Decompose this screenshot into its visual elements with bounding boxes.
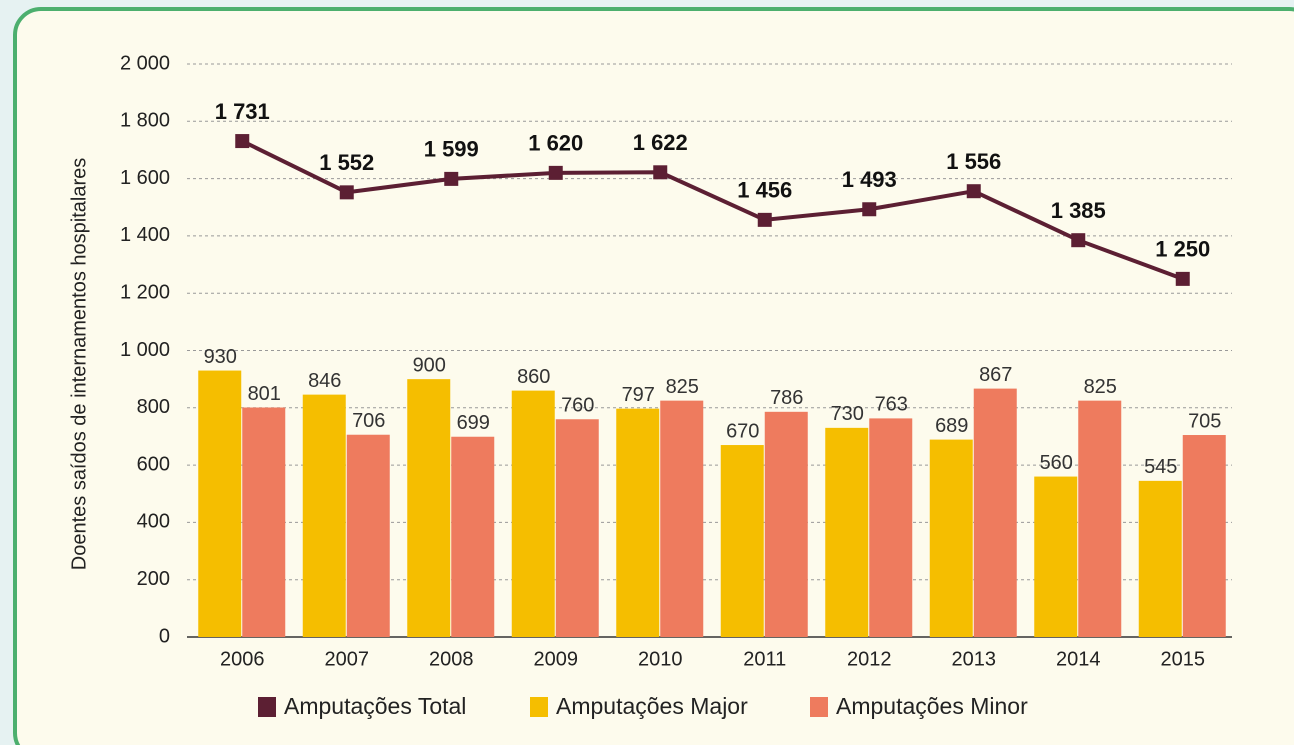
line-value-label: 1 599 [424, 137, 479, 162]
y-tick-label: 1 000 [120, 339, 170, 361]
bar [346, 434, 390, 637]
legend-label: Amputações Major [556, 693, 748, 719]
bar [1078, 400, 1122, 637]
line-value-label: 1 620 [528, 131, 583, 156]
y-tick-label: 600 [137, 453, 170, 475]
x-tick-label: 2007 [325, 648, 370, 670]
bar [720, 445, 764, 637]
legend-label: Amputações Minor [836, 693, 1028, 719]
line-marker [548, 165, 563, 180]
bar [973, 388, 1017, 637]
bar-value-label: 930 [204, 346, 237, 368]
bar-value-label: 900 [413, 354, 446, 376]
bar-value-label: 699 [457, 412, 490, 434]
bar-value-label: 706 [352, 410, 385, 432]
y-tick-label: 0 [159, 625, 170, 647]
legend-swatch [810, 697, 828, 717]
line-value-label: 1 622 [633, 130, 688, 155]
bar [555, 419, 599, 637]
y-tick-label: 800 [137, 396, 170, 418]
legend-label: Amputações Total [284, 693, 466, 719]
line-value-label: 1 731 [215, 99, 270, 124]
bar [825, 427, 869, 637]
line-marker [339, 185, 354, 200]
line-value-label: 1 493 [842, 167, 897, 192]
bar-value-label: 786 [770, 387, 803, 409]
bar [407, 379, 451, 637]
bar-value-label: 797 [622, 384, 655, 406]
y-tick-label: 200 [137, 568, 170, 590]
bar-value-label: 705 [1188, 410, 1221, 432]
bar-value-label: 763 [875, 394, 908, 416]
y-axis-label: Doentes saídos de internamentos hospital… [68, 158, 90, 570]
x-tick-label: 2006 [220, 648, 265, 670]
line-marker [757, 212, 772, 227]
x-tick-label: 2012 [847, 648, 892, 670]
bar-value-label: 545 [1144, 456, 1177, 478]
x-tick-label: 2015 [1161, 648, 1206, 670]
x-tick-label: 2013 [952, 648, 997, 670]
line-value-label: 1 385 [1051, 198, 1106, 223]
x-tick-label: 2008 [429, 648, 474, 670]
line-marker [235, 134, 250, 149]
x-tick-label: 2010 [638, 648, 683, 670]
y-tick-label: 1 400 [120, 224, 170, 246]
bar-value-label: 846 [308, 370, 341, 392]
bar-value-label: 825 [1084, 376, 1117, 398]
bar [1034, 476, 1078, 637]
bar [451, 436, 495, 637]
bar [869, 418, 913, 637]
bar-value-label: 825 [666, 376, 699, 398]
line [241, 139, 1184, 281]
x-tick-label: 2014 [1056, 648, 1101, 670]
y-tick-label: 1 800 [120, 110, 170, 132]
bar [242, 407, 286, 637]
legend-swatch [530, 697, 548, 717]
bar-value-label: 860 [517, 366, 550, 388]
line-value-label: 1 556 [946, 149, 1001, 174]
line-marker [966, 184, 981, 199]
bar-value-label: 760 [561, 395, 594, 417]
line-marker [862, 202, 877, 217]
bar-value-label: 801 [248, 383, 281, 405]
bar [198, 370, 242, 637]
line-marker [444, 171, 459, 186]
bar-value-label: 867 [979, 364, 1012, 386]
line-marker [1175, 271, 1190, 286]
bar-value-label: 560 [1040, 452, 1073, 474]
x-tick-label: 2011 [743, 648, 786, 670]
line-marker [653, 165, 668, 180]
x-tick-label: 2009 [534, 648, 579, 670]
bar [1138, 480, 1182, 637]
y-tick-label: 400 [137, 511, 170, 533]
line-value-label: 1 456 [737, 178, 792, 203]
bar [660, 400, 704, 637]
y-tick-label: 1 600 [120, 167, 170, 189]
line-marker [1071, 233, 1086, 248]
y-tick-label: 2 000 [120, 52, 170, 74]
y-tick-label: 1 200 [120, 281, 170, 303]
bar-value-label: 689 [935, 415, 968, 437]
bar [764, 411, 808, 637]
bar-value-label: 670 [726, 420, 759, 442]
bar [929, 439, 973, 637]
bar-value-label: 730 [831, 403, 864, 425]
line-value-label: 1 552 [319, 150, 374, 175]
bar [302, 394, 346, 637]
legend-swatch [258, 697, 276, 717]
bar [616, 408, 660, 637]
line-value-label: 1 250 [1155, 237, 1210, 262]
bar [1182, 435, 1226, 637]
bar [511, 390, 555, 637]
